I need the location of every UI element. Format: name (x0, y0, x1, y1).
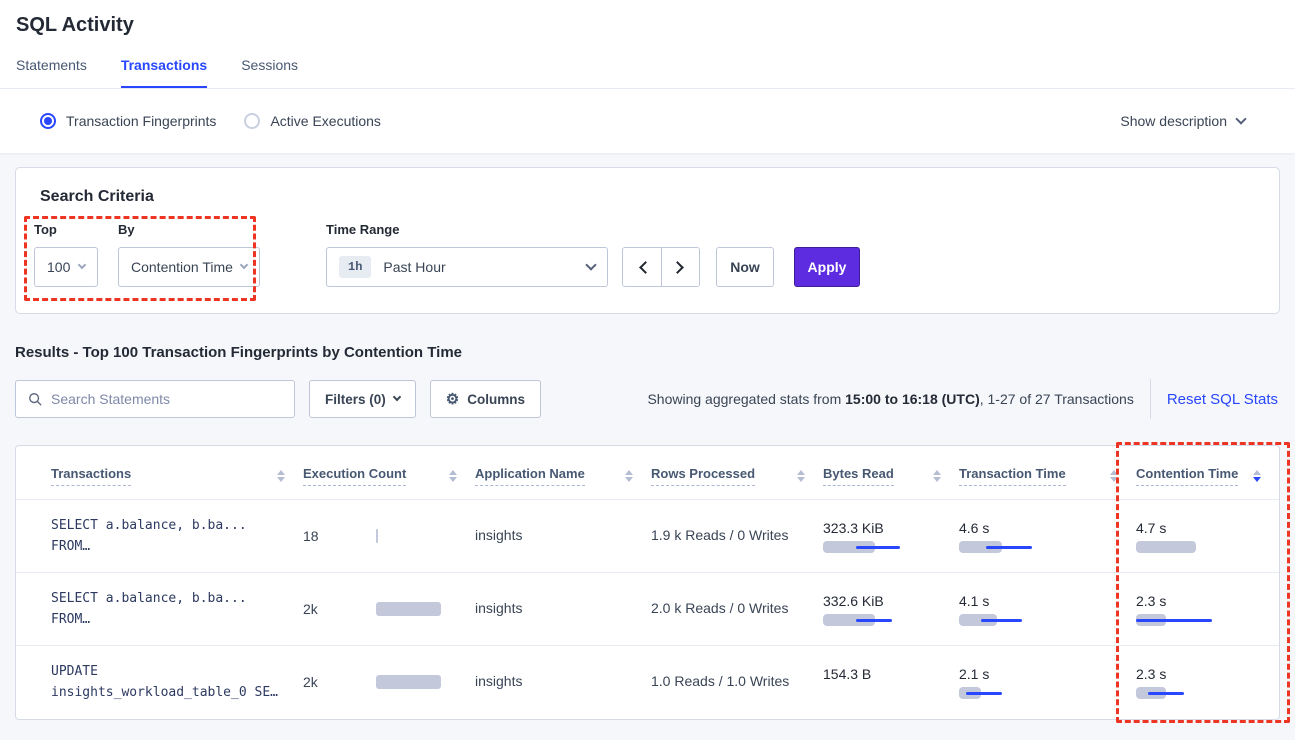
rows-processed-cell: 1.0 Reads / 1.0 Writes (651, 673, 790, 690)
transaction-fingerprint-link[interactable]: UPDATE insights_workload_table_0 SE… (51, 664, 278, 701)
radio-selected-icon (40, 113, 56, 129)
transaction-time-bar (959, 613, 1122, 626)
by-label: By (118, 222, 135, 237)
column-header-rows-processed[interactable]: Rows Processed (651, 446, 823, 500)
chevron-down-icon (239, 260, 249, 270)
previous-range-button[interactable] (623, 248, 661, 286)
search-statements-box[interactable] (15, 380, 295, 418)
results-table-card: Transactions Execution Count Application… (15, 442, 1290, 723)
columns-button[interactable]: ⚙ Columns (429, 380, 541, 418)
tab-transactions[interactable]: Transactions (120, 57, 208, 88)
transactions-table: Transactions Execution Count Application… (16, 446, 1279, 719)
execution-count-cell: 18 (303, 528, 461, 544)
sort-icon (797, 470, 805, 482)
execution-count-cell: 2k (303, 601, 461, 617)
column-header-transactions[interactable]: Transactions (16, 446, 303, 500)
radio-unselected-icon (244, 113, 261, 129)
sort-icon (1110, 470, 1118, 482)
rows-processed-cell: 1.9 k Reads / 0 Writes (651, 527, 789, 543)
application-name-cell: insights (475, 527, 523, 543)
column-header-transaction-time[interactable]: Transaction Time (959, 446, 1136, 500)
chevron-left-icon (638, 260, 652, 274)
sort-icon (625, 470, 633, 482)
aggregated-stats-text: Showing aggregated stats from 15:00 to 1… (647, 391, 1134, 407)
contention-time-bar (1136, 540, 1265, 553)
top-select[interactable]: 100 (34, 247, 98, 287)
chevron-right-icon (671, 260, 684, 274)
top-label: Top (34, 222, 57, 237)
table-row: SELECT a.balance, b.ba... FROM… 2k insigh… (16, 572, 1279, 646)
apply-button[interactable]: Apply (794, 247, 860, 287)
transaction-time-cell: 4.1 s (959, 593, 1122, 626)
show-description-toggle[interactable]: Show description (1120, 113, 1255, 129)
contention-time-bar (1136, 686, 1265, 699)
column-header-contention-time[interactable]: Contention Time (1136, 446, 1279, 500)
view-toggle-bar: Transaction Fingerprints Active Executio… (0, 89, 1295, 153)
chevron-down-icon (1235, 113, 1247, 125)
execution-count-bar (376, 602, 441, 616)
results-toolbar: Filters (0) ⚙ Columns Showing aggregated… (15, 379, 1280, 419)
table-row: UPDATE insights_workload_table_0 SE… 2k i… (16, 645, 1279, 719)
sort-icon (277, 470, 285, 482)
rows-processed-cell: 2.0 k Reads / 0 Writes (651, 600, 789, 616)
transaction-time-bar (959, 540, 1122, 553)
gear-icon: ⚙ (445, 390, 460, 408)
now-button[interactable]: Now (716, 247, 774, 287)
time-range-badge: 1h (339, 256, 372, 278)
bytes-read-cell: 323.3 KiB (823, 520, 945, 553)
tab-statements[interactable]: Statements (16, 57, 87, 73)
column-header-execution-count[interactable]: Execution Count (303, 446, 475, 500)
bytes-read-cell: 332.6 KiB (823, 593, 945, 626)
transaction-time-cell: 2.1 s (959, 666, 1122, 699)
contention-time-cell: 2.3 s (1136, 666, 1265, 699)
chevron-down-icon (392, 392, 402, 402)
contention-time-bar (1136, 613, 1265, 626)
sort-icon (933, 470, 941, 482)
tab-sessions[interactable]: Sessions (241, 57, 299, 73)
chevron-down-icon (585, 259, 597, 271)
time-range-pager (622, 247, 700, 287)
tab-bar: Statements Transactions Sessions (16, 57, 1279, 88)
bytes-read-bar (823, 540, 945, 553)
next-range-button[interactable] (661, 248, 699, 286)
by-select[interactable]: Contention Time (118, 247, 260, 287)
search-criteria-panel: Search Criteria Top 100 By Contention Ti… (15, 167, 1280, 314)
divider (1149, 379, 1151, 419)
reset-sql-stats-link[interactable]: Reset SQL Stats (1166, 390, 1278, 408)
search-statements-input[interactable] (51, 391, 282, 407)
page-header: SQL Activity Statements Transactions Ses… (0, 0, 1295, 89)
bytes-read-bar (823, 687, 945, 699)
search-criteria-title: Search Criteria (40, 188, 154, 205)
execution-count-bar (376, 675, 441, 690)
column-header-application-name[interactable]: Application Name (475, 446, 651, 500)
table-row: SELECT a.balance, b.ba... FROM… 18 insigh… (16, 499, 1279, 573)
time-range-select[interactable]: 1h Past Hour (326, 247, 608, 287)
sort-icon (449, 470, 457, 482)
sort-icon-active-desc (1253, 470, 1261, 482)
transaction-time-bar (959, 686, 1122, 699)
radio-transaction-fingerprints[interactable]: Transaction Fingerprints (40, 113, 216, 129)
execution-count-cell: 2k (303, 674, 461, 690)
bytes-read-bar (823, 613, 945, 626)
contention-time-cell: 4.7 s (1136, 520, 1265, 553)
application-name-cell: insights (475, 673, 523, 690)
contention-time-cell: 2.3 s (1136, 593, 1265, 626)
time-range-label: Time Range (326, 222, 400, 237)
table-header-row: Transactions Execution Count Application… (16, 446, 1279, 500)
page-title: SQL Activity (16, 14, 134, 36)
transaction-fingerprint-link[interactable]: SELECT a.balance, b.ba... FROM… (51, 591, 247, 627)
column-header-bytes-read[interactable]: Bytes Read (823, 446, 959, 500)
search-icon (29, 393, 42, 406)
results-heading: Results - Top 100 Transaction Fingerprin… (15, 344, 463, 361)
main-content: Search Criteria Top 100 By Contention Ti… (0, 153, 1295, 723)
radio-active-executions[interactable]: Active Executions (244, 113, 381, 129)
transaction-time-cell: 4.6 s (959, 520, 1122, 553)
filters-button[interactable]: Filters (0) (309, 380, 416, 418)
execution-count-bar (376, 529, 378, 543)
chevron-down-icon (77, 260, 87, 270)
application-name-cell: insights (475, 600, 523, 616)
bytes-read-cell: 154.3 B (823, 666, 945, 699)
transaction-fingerprint-link[interactable]: SELECT a.balance, b.ba... FROM… (51, 518, 247, 554)
